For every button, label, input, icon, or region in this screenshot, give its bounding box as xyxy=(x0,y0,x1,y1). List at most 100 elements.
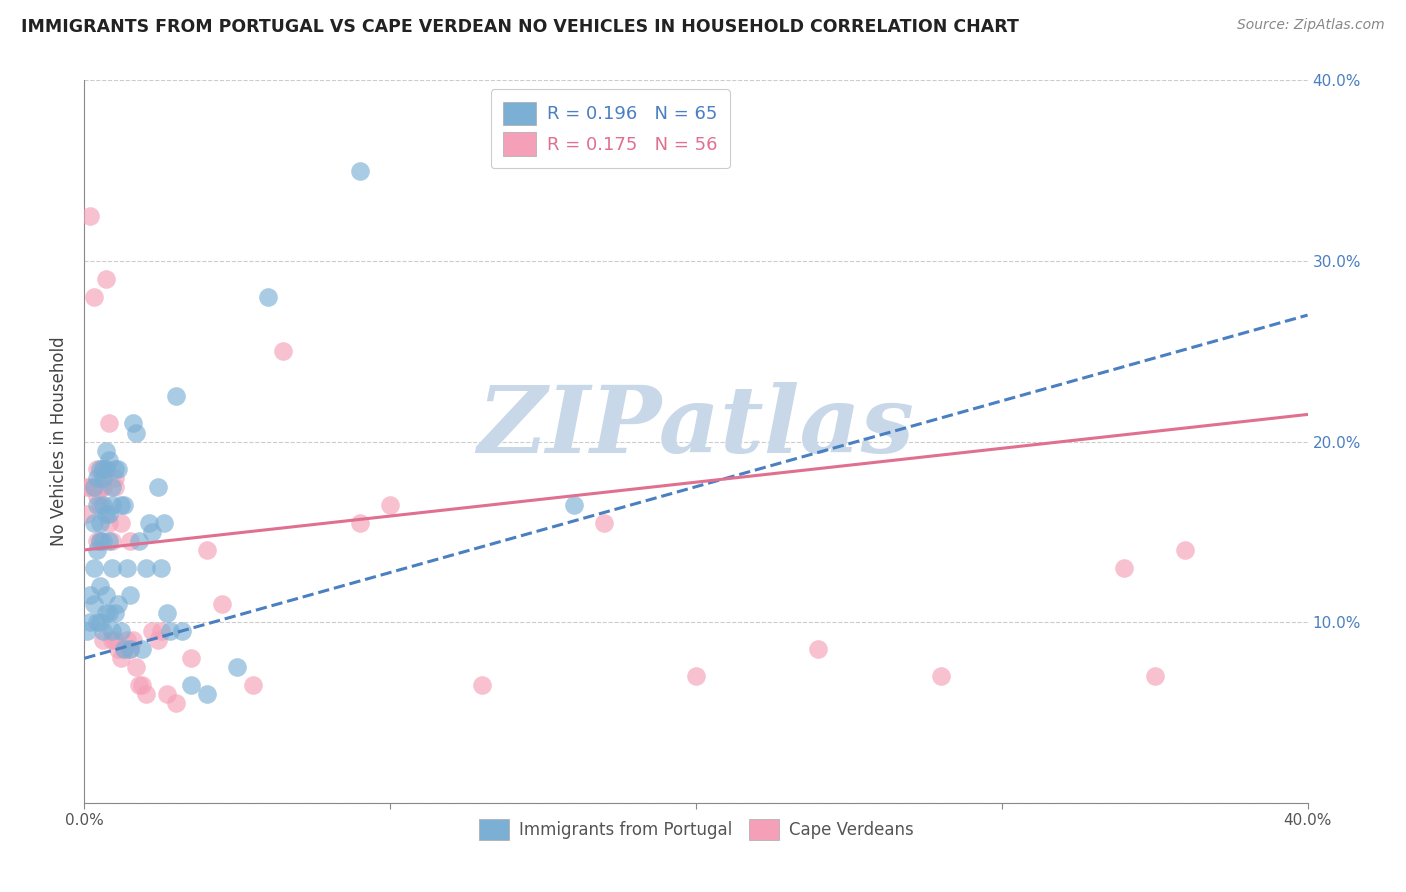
Point xyxy=(83,561,105,575)
Point xyxy=(76,480,98,494)
Point xyxy=(120,642,142,657)
Point xyxy=(180,678,202,692)
Text: ZIPatlas: ZIPatlas xyxy=(478,382,914,472)
Point xyxy=(112,498,135,512)
Point xyxy=(104,461,127,475)
Point xyxy=(120,533,142,548)
Point xyxy=(195,687,218,701)
Point xyxy=(135,687,157,701)
Point xyxy=(122,633,145,648)
Point xyxy=(94,272,117,286)
Point xyxy=(138,516,160,530)
Point xyxy=(1114,561,1136,575)
Point xyxy=(104,606,127,620)
Point xyxy=(146,480,169,494)
Point xyxy=(131,678,153,692)
Point xyxy=(242,678,264,692)
Point xyxy=(172,624,194,639)
Point xyxy=(101,561,124,575)
Point xyxy=(257,290,280,304)
Point xyxy=(929,669,952,683)
Point xyxy=(226,660,249,674)
Point xyxy=(141,624,163,639)
Point xyxy=(349,163,371,178)
Point xyxy=(593,516,616,530)
Point xyxy=(94,606,117,620)
Point xyxy=(110,651,132,665)
Point xyxy=(104,471,127,485)
Point xyxy=(562,498,585,512)
Point xyxy=(89,615,111,630)
Point xyxy=(112,642,135,657)
Point xyxy=(97,606,120,620)
Point xyxy=(101,533,124,548)
Point xyxy=(79,480,101,494)
Point xyxy=(94,443,117,458)
Point xyxy=(94,461,117,475)
Point xyxy=(86,615,108,630)
Point xyxy=(128,533,150,548)
Point xyxy=(86,498,108,512)
Point xyxy=(149,624,172,639)
Point xyxy=(86,461,108,475)
Point xyxy=(165,697,187,711)
Point xyxy=(101,480,124,494)
Point xyxy=(94,461,117,475)
Point xyxy=(1174,542,1197,557)
Text: Source: ZipAtlas.com: Source: ZipAtlas.com xyxy=(1237,18,1385,32)
Point xyxy=(86,489,108,503)
Point xyxy=(79,588,101,602)
Point xyxy=(89,480,111,494)
Point xyxy=(135,561,157,575)
Point xyxy=(195,542,218,557)
Point xyxy=(94,507,117,521)
Point xyxy=(141,524,163,539)
Point xyxy=(125,660,148,674)
Point xyxy=(159,624,181,639)
Point xyxy=(101,624,124,639)
Point xyxy=(120,642,142,657)
Point xyxy=(91,471,114,485)
Point xyxy=(86,533,108,548)
Point xyxy=(101,498,124,512)
Point xyxy=(79,615,101,630)
Point xyxy=(91,533,114,548)
Point xyxy=(165,389,187,403)
Point xyxy=(97,417,120,431)
Point xyxy=(79,209,101,223)
Point xyxy=(91,633,114,648)
Point xyxy=(115,633,138,648)
Point xyxy=(89,516,111,530)
Y-axis label: No Vehicles in Household: No Vehicles in Household xyxy=(51,336,69,547)
Point xyxy=(1143,669,1166,683)
Point xyxy=(97,507,120,521)
Point xyxy=(115,561,138,575)
Point xyxy=(380,498,402,512)
Legend: Immigrants from Portugal, Cape Verdeans: Immigrants from Portugal, Cape Verdeans xyxy=(470,811,922,848)
Text: IMMIGRANTS FROM PORTUGAL VS CAPE VERDEAN NO VEHICLES IN HOUSEHOLD CORRELATION CH: IMMIGRANTS FROM PORTUGAL VS CAPE VERDEAN… xyxy=(21,18,1019,36)
Point xyxy=(89,533,111,548)
Point xyxy=(107,597,129,611)
Point xyxy=(146,633,169,648)
Point xyxy=(97,452,120,467)
Point xyxy=(83,597,105,611)
Point xyxy=(120,588,142,602)
Point xyxy=(83,516,105,530)
Point xyxy=(153,516,176,530)
Point xyxy=(149,561,172,575)
Point xyxy=(91,498,114,512)
Point xyxy=(110,624,132,639)
Point xyxy=(180,651,202,665)
Point xyxy=(131,642,153,657)
Point xyxy=(110,498,132,512)
Point xyxy=(91,480,114,494)
Point xyxy=(89,461,111,475)
Point xyxy=(112,642,135,657)
Point xyxy=(807,642,830,657)
Point xyxy=(89,579,111,593)
Point xyxy=(76,507,98,521)
Point xyxy=(86,542,108,557)
Point xyxy=(156,687,179,701)
Point xyxy=(104,633,127,648)
Point xyxy=(86,471,108,485)
